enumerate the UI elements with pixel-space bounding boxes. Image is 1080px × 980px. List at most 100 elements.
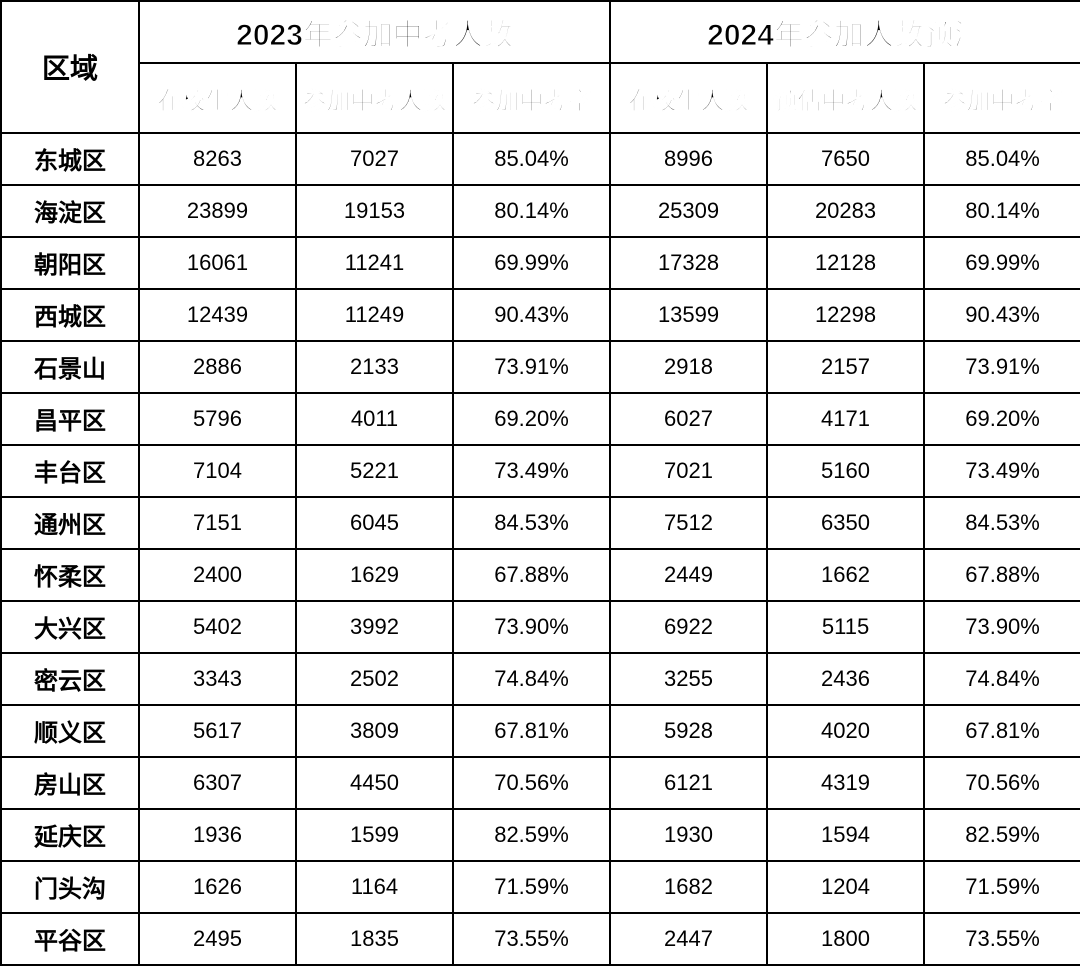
data-cell: 74.84% <box>453 653 610 705</box>
data-cell: 8263 <box>139 133 296 185</box>
data-cell: 7104 <box>139 445 296 497</box>
data-cell: 82.59% <box>453 809 610 861</box>
data-cell: 5402 <box>139 601 296 653</box>
data-cell: 73.49% <box>924 445 1080 497</box>
data-cell: 1204 <box>767 861 924 913</box>
data-cell: 73.90% <box>453 601 610 653</box>
data-cell: 69.20% <box>924 393 1080 445</box>
header-row-2: 在校生人数 参加中考人数 参加中考率 在校生人数 预估中考人数 参加中考率 <box>1 63 1080 133</box>
data-cell: 90.43% <box>453 289 610 341</box>
header-row-1: 区域 2023年参加中考人数 2024年参加人数预测 <box>1 1 1080 63</box>
data-cell: 5160 <box>767 445 924 497</box>
data-cell: 67.81% <box>924 705 1080 757</box>
data-cell: 2447 <box>610 913 767 965</box>
data-cell: 2436 <box>767 653 924 705</box>
data-cell: 2918 <box>610 341 767 393</box>
sub-header-2023-enrolled: 在校生人数 <box>139 63 296 133</box>
table-row: 怀柔区2400162967.88%2449166267.88% <box>1 549 1080 601</box>
data-cell: 3809 <box>296 705 453 757</box>
data-cell: 6045 <box>296 497 453 549</box>
region-cell: 门头沟 <box>1 861 139 913</box>
data-cell: 3255 <box>610 653 767 705</box>
data-cell: 69.99% <box>924 237 1080 289</box>
data-cell: 85.04% <box>453 133 610 185</box>
data-cell: 12128 <box>767 237 924 289</box>
data-cell: 5796 <box>139 393 296 445</box>
data-cell: 67.88% <box>453 549 610 601</box>
region-cell: 丰台区 <box>1 445 139 497</box>
data-cell: 73.90% <box>924 601 1080 653</box>
data-cell: 80.14% <box>924 185 1080 237</box>
data-cell: 69.20% <box>453 393 610 445</box>
data-cell: 7151 <box>139 497 296 549</box>
data-cell: 1662 <box>767 549 924 601</box>
data-cell: 4020 <box>767 705 924 757</box>
table-row: 丰台区7104522173.49%7021516073.49% <box>1 445 1080 497</box>
data-cell: 2157 <box>767 341 924 393</box>
data-cell: 7512 <box>610 497 767 549</box>
data-cell: 11249 <box>296 289 453 341</box>
sub-header-2024-rate: 参加中考率 <box>924 63 1080 133</box>
sub-header-2024-exam: 预估中考人数 <box>767 63 924 133</box>
table-row: 石景山2886213373.91%2918215773.91% <box>1 341 1080 393</box>
data-cell: 82.59% <box>924 809 1080 861</box>
data-cell: 1835 <box>296 913 453 965</box>
data-cell: 11241 <box>296 237 453 289</box>
data-cell: 20283 <box>767 185 924 237</box>
table-row: 西城区124391124990.43%135991229890.43% <box>1 289 1080 341</box>
data-cell: 5221 <box>296 445 453 497</box>
data-cell: 85.04% <box>924 133 1080 185</box>
data-cell: 1626 <box>139 861 296 913</box>
data-cell: 25309 <box>610 185 767 237</box>
data-cell: 7027 <box>296 133 453 185</box>
data-cell: 6307 <box>139 757 296 809</box>
table-body: 东城区8263702785.04%8996765085.04%海淀区238991… <box>1 133 1080 965</box>
data-cell: 1599 <box>296 809 453 861</box>
table-row: 平谷区2495183573.55%2447180073.55% <box>1 913 1080 965</box>
data-cell: 90.43% <box>924 289 1080 341</box>
sub-header-2023-exam: 参加中考人数 <box>296 63 453 133</box>
region-cell: 延庆区 <box>1 809 139 861</box>
sub-header-2023-rate: 参加中考率 <box>453 63 610 133</box>
data-cell: 67.88% <box>924 549 1080 601</box>
data-cell: 6350 <box>767 497 924 549</box>
group-header-2023: 2023年参加中考人数 <box>139 1 610 63</box>
data-cell: 4011 <box>296 393 453 445</box>
data-cell: 5115 <box>767 601 924 653</box>
table-row: 密云区3343250274.84%3255243674.84% <box>1 653 1080 705</box>
group-header-2024: 2024年参加人数预测 <box>610 1 1080 63</box>
table-row: 昌平区5796401169.20%6027417169.20% <box>1 393 1080 445</box>
region-cell: 怀柔区 <box>1 549 139 601</box>
data-cell: 70.56% <box>453 757 610 809</box>
data-cell: 67.81% <box>453 705 610 757</box>
region-cell: 西城区 <box>1 289 139 341</box>
table-row: 房山区6307445070.56%6121431970.56% <box>1 757 1080 809</box>
data-cell: 71.59% <box>924 861 1080 913</box>
data-cell: 5928 <box>610 705 767 757</box>
region-cell: 密云区 <box>1 653 139 705</box>
data-cell: 73.91% <box>453 341 610 393</box>
exam-stats-table: 区域 2023年参加中考人数 2024年参加人数预测 在校生人数 参加中考人数 … <box>0 0 1080 966</box>
data-cell: 13599 <box>610 289 767 341</box>
data-cell: 6121 <box>610 757 767 809</box>
data-cell: 1800 <box>767 913 924 965</box>
region-cell: 通州区 <box>1 497 139 549</box>
data-cell: 2502 <box>296 653 453 705</box>
data-cell: 6027 <box>610 393 767 445</box>
data-cell: 1594 <box>767 809 924 861</box>
data-cell: 74.84% <box>924 653 1080 705</box>
data-cell: 1930 <box>610 809 767 861</box>
data-cell: 7650 <box>767 133 924 185</box>
table-row: 门头沟1626116471.59%1682120471.59% <box>1 861 1080 913</box>
table-row: 大兴区5402399273.90%6922511573.90% <box>1 601 1080 653</box>
table-row: 顺义区5617380967.81%5928402067.81% <box>1 705 1080 757</box>
data-cell: 2449 <box>610 549 767 601</box>
data-cell: 73.49% <box>453 445 610 497</box>
data-cell: 23899 <box>139 185 296 237</box>
table-row: 海淀区238991915380.14%253092028380.14% <box>1 185 1080 237</box>
data-cell: 7021 <box>610 445 767 497</box>
region-cell: 东城区 <box>1 133 139 185</box>
data-cell: 12298 <box>767 289 924 341</box>
data-cell: 6922 <box>610 601 767 653</box>
region-cell: 平谷区 <box>1 913 139 965</box>
